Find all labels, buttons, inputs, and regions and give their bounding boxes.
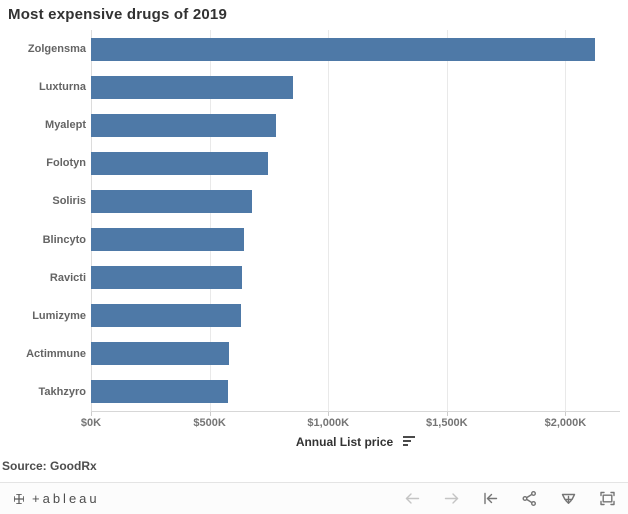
category-label-takhzyro[interactable]: Takhzyro (38, 385, 86, 398)
gridline (446, 30, 448, 411)
category-label-blincyto[interactable]: Blincyto (42, 233, 86, 246)
bar-luxturna[interactable] (91, 75, 293, 99)
bar-actimmune[interactable] (91, 342, 230, 366)
bar-zolgensma[interactable] (91, 37, 596, 61)
bar-lumizyme[interactable] (91, 304, 242, 328)
bar-row (91, 30, 620, 68)
gridline (328, 30, 330, 411)
bar-row (91, 259, 620, 297)
gridline (209, 30, 211, 411)
fullscreen-brackets-icon[interactable] (599, 490, 616, 507)
bar-row (91, 182, 620, 220)
zero-line (91, 30, 92, 411)
x-axis-line (91, 411, 620, 412)
redo-arrow-icon[interactable] (443, 490, 460, 507)
tick-label: $1,500K (426, 417, 468, 429)
x-axis-title-row: Annual List price (91, 435, 620, 449)
tableau-logo-icon (14, 493, 24, 504)
bar-blincyto[interactable] (91, 227, 244, 251)
bar-row (91, 144, 620, 182)
source-caption: Source: GoodRx (2, 459, 97, 473)
tick-mark (328, 412, 330, 416)
category-label-zolgensma[interactable]: Zolgensma (27, 43, 86, 56)
tick-mark (565, 412, 567, 416)
bar-takhzyro[interactable] (91, 380, 229, 404)
download-tray-icon[interactable] (560, 490, 577, 507)
tick-label: $0K (80, 417, 102, 429)
category-label-luxturna[interactable]: Luxturna (38, 81, 86, 94)
category-label-folotyn[interactable]: Folotyn (46, 157, 86, 170)
bar-row (91, 373, 620, 411)
bar-folotyn[interactable] (91, 151, 269, 175)
plot-area (91, 30, 620, 411)
bar-soliris[interactable] (91, 189, 252, 213)
category-label-actimmune[interactable]: Actimmune (26, 347, 86, 360)
bar-row (91, 335, 620, 373)
tableau-logo-link[interactable]: +ableau (12, 491, 100, 506)
sort-descending-icon[interactable] (403, 436, 416, 448)
bar-ravicti[interactable] (91, 266, 243, 290)
tick-mark (209, 412, 211, 416)
tick-label: $500K (193, 417, 226, 429)
chart-title: Most expensive drugs of 2019 (8, 6, 228, 23)
tick-mark (91, 412, 92, 416)
tick-mark (446, 412, 448, 416)
category-label-lumizyme[interactable]: Lumizyme (32, 309, 86, 322)
bar-row (91, 68, 620, 106)
tableau-toolbar: +ableau (0, 482, 628, 514)
tick-label: $2,000K (544, 417, 587, 429)
category-label-myalept[interactable]: Myalept (45, 119, 86, 132)
toolbar-actions (404, 490, 616, 507)
tick-label: $1,000K (307, 417, 350, 429)
category-labels: Zolgensma Luxturna Myalept Folotyn Soliris Bl… (0, 30, 86, 411)
bar-row (91, 220, 620, 258)
x-axis-title: Annual List price (295, 435, 394, 449)
share-network-icon[interactable] (521, 490, 538, 507)
bar-myalept[interactable] (91, 113, 276, 137)
category-label-soliris[interactable]: Soliris (52, 195, 86, 208)
undo-arrow-icon[interactable] (404, 490, 421, 507)
tableau-wordmark: +ableau (32, 491, 100, 506)
category-label-ravicti[interactable]: Ravicti (49, 271, 86, 284)
revert-reset-icon[interactable] (482, 490, 499, 507)
bar-row (91, 106, 620, 144)
gridline (565, 30, 567, 411)
bar-row (91, 297, 620, 335)
